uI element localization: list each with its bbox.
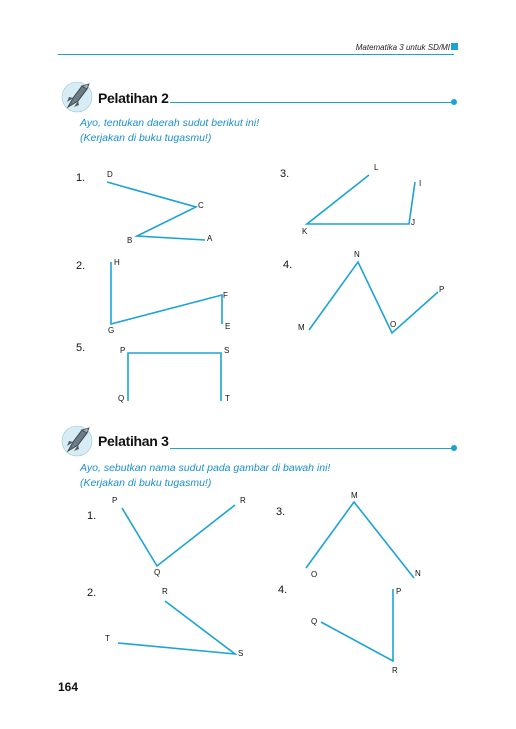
vertex-label: T — [225, 394, 230, 403]
problem-number: 1. — [87, 510, 97, 522]
vertex-label: Q — [118, 394, 125, 403]
problem-number: 4. — [278, 584, 288, 596]
angle-figure-p2-4 — [308, 260, 439, 335]
vertex-label: N — [415, 569, 421, 578]
angle-figure-p2-5 — [127, 352, 222, 401]
vertex-label: P — [439, 285, 445, 294]
page-number: 164 — [58, 680, 79, 694]
vertex-label: J — [411, 218, 415, 227]
vertex-label: R — [162, 587, 168, 596]
vertex-label: E — [225, 322, 231, 331]
section-rule-dot — [451, 445, 457, 451]
problem-number: 4. — [283, 259, 293, 271]
vertex-label: I — [419, 179, 422, 188]
vertex-label: G — [108, 326, 115, 335]
vertex-label: S — [224, 346, 230, 355]
vertex-label: R — [392, 666, 398, 675]
vertex-label: O — [390, 320, 397, 329]
vertex-label: K — [302, 227, 308, 236]
vertex-label: S — [238, 649, 244, 658]
vertex-label: P — [396, 587, 402, 596]
instruction-text: Ayo, sebutkan nama sudut pada gambar di … — [80, 462, 331, 474]
vertex-label: L — [374, 163, 379, 172]
vertex-label: B — [127, 236, 133, 245]
problem-number: 1. — [76, 172, 86, 184]
vertex-label: O — [311, 570, 318, 579]
vertex-label: C — [198, 201, 204, 210]
vertex-label: M — [351, 491, 358, 500]
rocket-icon — [61, 81, 93, 113]
vertex-label: Q — [154, 568, 161, 577]
vertex-label: P — [120, 346, 126, 355]
angle-figure-p2-2 — [110, 262, 223, 326]
section-title: Pelatihan 2 — [98, 90, 169, 106]
section-rule — [170, 102, 454, 103]
vertex-label: D — [107, 170, 113, 179]
instruction-text: Ayo, tentukan daerah sudut berikut ini! — [80, 117, 260, 129]
angle-figure-p3-1 — [121, 504, 236, 568]
instruction-note: (Kerjakan di buku tugasmu!) — [80, 132, 212, 144]
angle-figure-p3-2 — [117, 600, 238, 656]
running-header: Matematika 3 untuk SD/MI — [355, 43, 450, 52]
angle-figure-p2-3 — [304, 174, 416, 225]
angle-figure-p3-4 — [320, 589, 394, 663]
vertex-label: Q — [311, 617, 318, 626]
angle-figure-p3-3 — [305, 500, 415, 579]
instruction-note: (Kerjakan di buku tugasmu!) — [80, 477, 212, 489]
vertex-label: P — [112, 496, 118, 505]
vertex-label: M — [298, 323, 305, 332]
section-rule-dot — [451, 99, 457, 105]
problem-number: 5. — [76, 342, 86, 354]
problem-number: 3. — [280, 168, 290, 180]
problem-number: 3. — [276, 506, 286, 518]
problem-number: 2. — [76, 260, 86, 272]
vertex-label: T — [105, 634, 110, 643]
header-rule — [58, 54, 454, 55]
section-title: Pelatihan 3 — [98, 433, 169, 449]
vertex-label: A — [207, 234, 213, 243]
vertex-label: F — [223, 291, 228, 300]
problem-number: 2. — [87, 587, 97, 599]
header-square-marker — [451, 43, 458, 50]
vertex-label: H — [114, 258, 120, 267]
vertex-label: R — [240, 496, 246, 505]
vertex-label: N — [354, 250, 360, 259]
rocket-icon — [61, 425, 93, 457]
section-rule — [170, 448, 454, 449]
angle-figure-p2-1 — [106, 181, 206, 241]
